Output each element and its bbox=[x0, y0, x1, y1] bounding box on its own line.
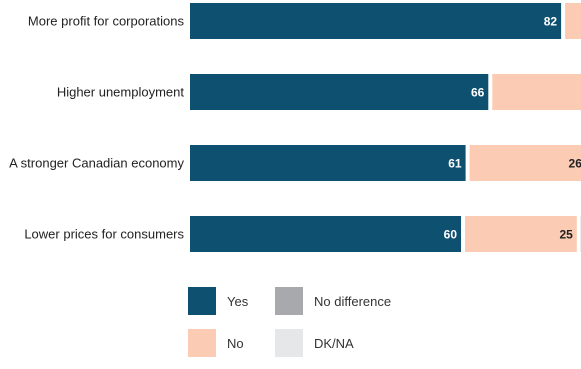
data-label: 25 bbox=[559, 228, 573, 242]
bar-segment-no bbox=[469, 145, 581, 181]
bar-segment-yes bbox=[190, 3, 562, 39]
category-label: More profit for corporations bbox=[28, 14, 185, 29]
bar-segment-yes bbox=[190, 216, 461, 252]
bar-segment-yes bbox=[190, 145, 466, 181]
legend-label: No bbox=[227, 336, 244, 351]
category-label: Higher unemployment bbox=[57, 85, 185, 100]
category-label: Lower prices for consumers bbox=[24, 227, 184, 242]
legend-label: DK/NA bbox=[314, 336, 354, 351]
bars-layer: More profit for corporations82936Higher … bbox=[9, 3, 581, 252]
bar-segment-no bbox=[492, 74, 581, 110]
bar-segment-no bbox=[465, 216, 577, 252]
legend-label: Yes bbox=[227, 294, 249, 309]
bar-segment-yes bbox=[190, 74, 489, 110]
legend-swatch bbox=[188, 287, 216, 315]
legend: Yes No No difference DK/NA bbox=[188, 287, 391, 357]
legend-swatch bbox=[188, 329, 216, 357]
data-label: 26 bbox=[569, 157, 581, 171]
data-label: 66 bbox=[471, 86, 485, 100]
data-label: 61 bbox=[448, 157, 462, 171]
data-label: 60 bbox=[444, 228, 458, 242]
legend-swatch bbox=[275, 287, 303, 315]
legend-label: No difference bbox=[314, 294, 391, 309]
data-label: 82 bbox=[544, 15, 558, 29]
bar-segment-no bbox=[565, 3, 581, 39]
category-label: A stronger Canadian economy bbox=[9, 156, 184, 171]
legend-swatch bbox=[275, 329, 303, 357]
